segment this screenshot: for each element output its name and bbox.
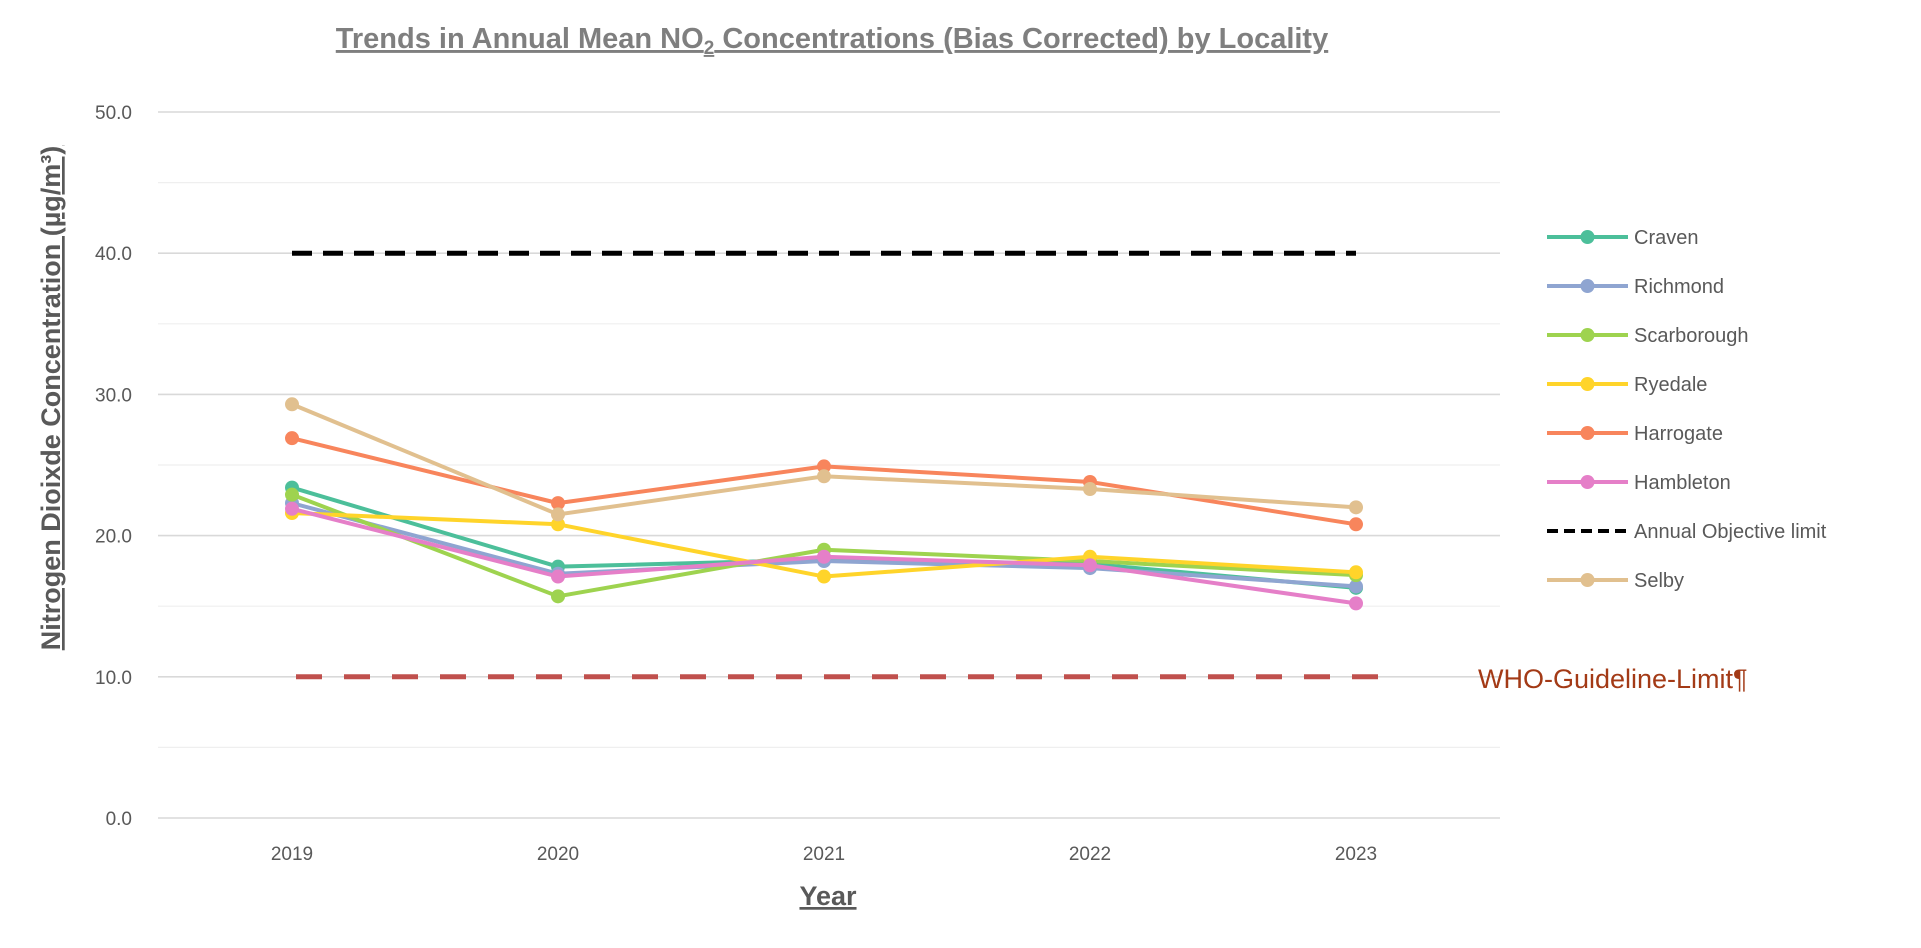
data-point <box>1083 482 1097 497</box>
data-point <box>1349 500 1363 515</box>
legend-marker <box>1580 573 1595 587</box>
y-tick-label: 10.0 <box>95 668 132 689</box>
legend-label: Hambleton <box>1634 472 1731 494</box>
y-tick-label: 50.0 <box>95 103 132 124</box>
y-tick-label: 40.0 <box>95 244 132 265</box>
y-tick-label: 20.0 <box>95 527 132 548</box>
data-point <box>1349 596 1363 611</box>
who-guideline-label: WHO-Guideline-Limit¶ <box>1478 664 1748 694</box>
y-tick-labels: 0.0 10.0 20.0 30.0 40.0 50.0 <box>95 103 132 830</box>
series-line <box>291 402 1357 517</box>
x-tick-labels: 2019 2020 2021 2022 2023 <box>271 844 1377 865</box>
legend-item: Selby <box>1547 570 1684 592</box>
legend-label: Annual Objective limit <box>1634 521 1827 543</box>
legend-item: Annual Objective limit <box>1547 521 1827 543</box>
data-point <box>285 487 299 502</box>
legend-marker <box>1580 426 1595 440</box>
legend-item: Craven <box>1547 227 1698 249</box>
x-tick-label: 2020 <box>537 844 579 865</box>
y-tick-label: 0.0 <box>106 809 132 830</box>
data-point <box>551 496 565 511</box>
data-point <box>551 517 565 532</box>
legend-item: Hambleton <box>1547 472 1731 494</box>
legend-marker <box>1580 279 1595 293</box>
x-tick-label: 2021 <box>803 844 845 865</box>
y-tick-label: 30.0 <box>95 385 132 406</box>
chart-title: Trends in Annual Mean NO2 Concentrations… <box>336 23 1328 59</box>
legend-marker <box>1580 377 1595 391</box>
legend-label: Scarborough <box>1634 325 1749 347</box>
legend-item: Scarborough <box>1547 325 1749 347</box>
legend-marker <box>1580 328 1595 342</box>
data-point <box>551 569 565 584</box>
legend-item: Ryedale <box>1547 374 1707 396</box>
x-tick-label: 2023 <box>1335 844 1377 865</box>
title-rest: Concentrations (Bias Corrected) by Local… <box>714 23 1328 55</box>
title-main: Trends in Annual Mean NO <box>336 23 704 55</box>
legend-label: Richmond <box>1634 276 1724 298</box>
data-point <box>1349 565 1363 580</box>
legend: Craven Richmond Scarborough Ryedale Harrogat… <box>1547 227 1827 592</box>
data-point <box>551 589 565 604</box>
x-tick-label: 2022 <box>1069 844 1111 865</box>
legend-marker <box>1580 475 1595 489</box>
legend-item: Richmond <box>1547 276 1724 298</box>
legend-label: Selby <box>1634 570 1684 592</box>
legend-label: Craven <box>1634 227 1698 249</box>
series-hambleton <box>285 501 1363 611</box>
data-point <box>285 431 299 446</box>
data-point <box>285 501 299 516</box>
x-axis-title: Year <box>799 881 857 911</box>
data-point <box>817 469 831 484</box>
data-point <box>817 459 831 474</box>
legend-label: Ryedale <box>1634 374 1707 396</box>
data-point <box>551 507 565 522</box>
data-point <box>817 569 831 584</box>
series-layer <box>285 250 1363 611</box>
title-subscript: 2 <box>704 38 715 59</box>
series-selby <box>285 397 1363 522</box>
legend-marker <box>1580 230 1595 244</box>
y-axis-title: Nitrogen Dioixde Concentration (µg/m³) <box>36 146 66 651</box>
x-tick-label: 2019 <box>271 844 313 865</box>
legend-label: Harrogate <box>1634 423 1723 445</box>
data-point <box>817 549 831 564</box>
data-point <box>1349 517 1363 532</box>
data-point <box>1083 558 1097 573</box>
legend-item: Harrogate <box>1547 423 1723 445</box>
data-point <box>285 397 299 412</box>
data-point <box>1349 579 1363 594</box>
